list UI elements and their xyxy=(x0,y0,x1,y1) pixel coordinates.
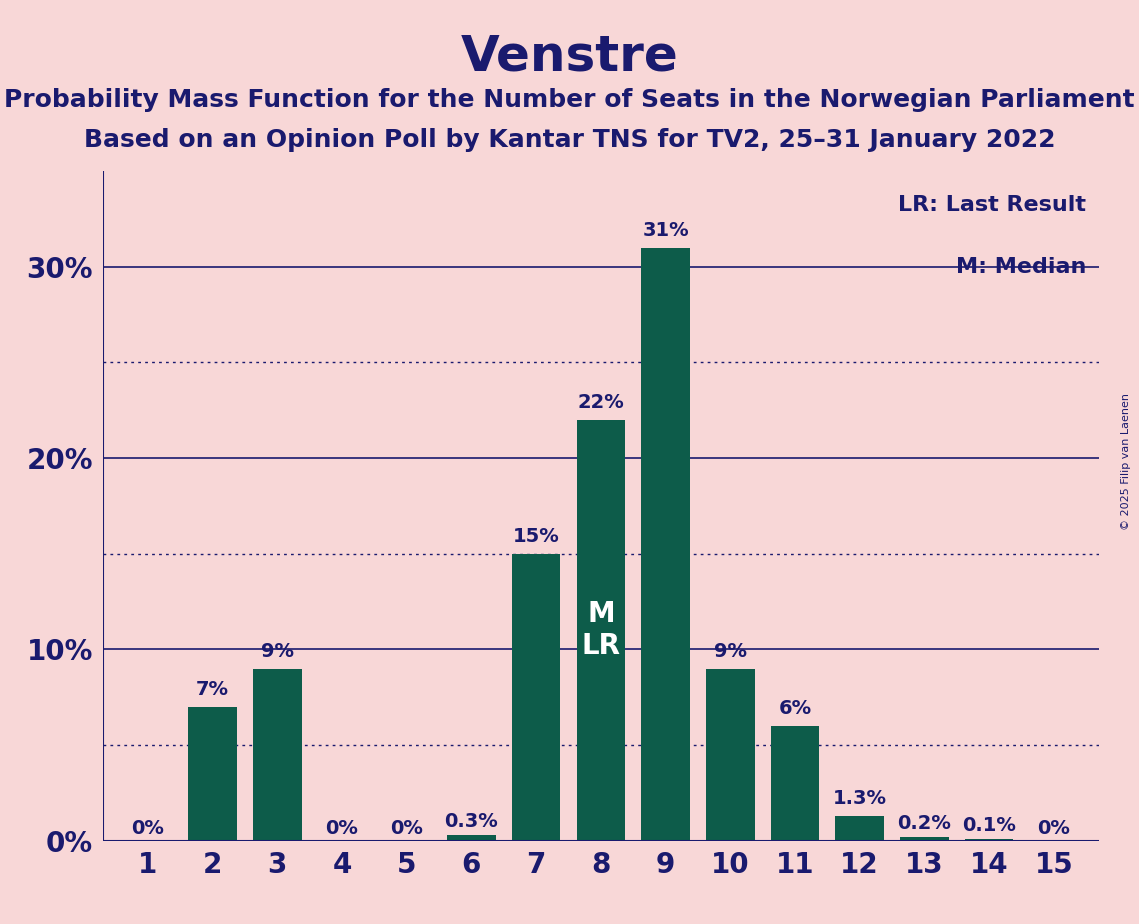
Text: M: Median: M: Median xyxy=(956,257,1087,276)
Text: 9%: 9% xyxy=(261,642,294,661)
Text: Venstre: Venstre xyxy=(460,32,679,80)
Text: 0%: 0% xyxy=(326,819,359,838)
Bar xyxy=(448,835,495,841)
Text: 0%: 0% xyxy=(391,819,423,838)
Text: 0.3%: 0.3% xyxy=(444,812,498,832)
Text: 0.2%: 0.2% xyxy=(898,814,951,833)
Text: 31%: 31% xyxy=(642,221,689,240)
Bar xyxy=(641,248,690,841)
Text: 0.1%: 0.1% xyxy=(962,816,1016,835)
Text: M
LR: M LR xyxy=(581,600,621,661)
Bar xyxy=(706,669,754,841)
Text: Probability Mass Function for the Number of Seats in the Norwegian Parliament: Probability Mass Function for the Number… xyxy=(5,88,1134,112)
Bar xyxy=(188,707,237,841)
Text: 15%: 15% xyxy=(513,527,559,546)
Text: 1.3%: 1.3% xyxy=(833,789,886,808)
Text: © 2025 Filip van Laenen: © 2025 Filip van Laenen xyxy=(1121,394,1131,530)
Bar xyxy=(835,816,884,841)
Bar xyxy=(576,419,625,841)
Text: 0%: 0% xyxy=(131,819,164,838)
Text: 0%: 0% xyxy=(1038,819,1071,838)
Bar xyxy=(965,839,1014,841)
Text: LR: Last Result: LR: Last Result xyxy=(899,195,1087,215)
Text: 6%: 6% xyxy=(778,699,811,718)
Bar xyxy=(253,669,302,841)
Bar xyxy=(900,837,949,841)
Text: Based on an Opinion Poll by Kantar TNS for TV2, 25–31 January 2022: Based on an Opinion Poll by Kantar TNS f… xyxy=(84,128,1055,152)
Text: 22%: 22% xyxy=(577,393,624,412)
Bar xyxy=(771,726,819,841)
Text: 9%: 9% xyxy=(714,642,747,661)
Bar xyxy=(511,553,560,841)
Text: 7%: 7% xyxy=(196,680,229,699)
